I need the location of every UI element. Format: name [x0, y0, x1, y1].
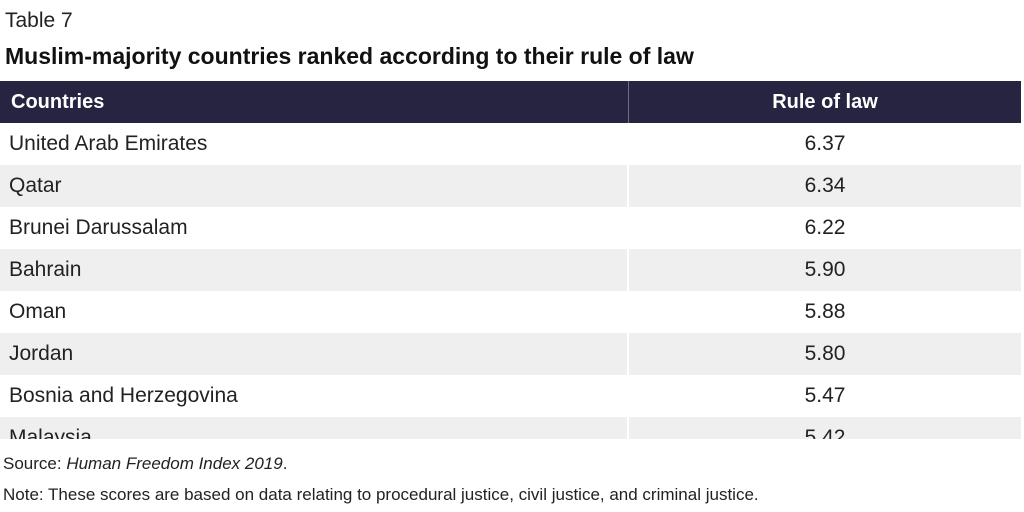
country-cell: Brunei Darussalam: [0, 207, 629, 249]
column-header-countries: Countries: [0, 81, 629, 123]
source-prefix: Source:: [3, 454, 67, 473]
country-cell: Jordan: [0, 333, 629, 375]
country-cell: Malaysia: [0, 417, 629, 439]
table-row: Bahrain 5.90: [0, 249, 1021, 291]
table-title: Muslim-majority countries ranked accordi…: [5, 43, 694, 69]
rule-of-law-cell: 6.22: [804, 216, 846, 239]
rule-of-law-cell: 6.37: [804, 132, 846, 155]
country-cell: Bahrain: [0, 249, 629, 291]
column-header-rule-of-law: Rule of law: [772, 90, 878, 113]
table-row: Malaysia 5.42: [0, 417, 1021, 439]
rule-of-law-cell: 5.42: [804, 426, 846, 439]
country-cell: Qatar: [0, 165, 629, 207]
rule-of-law-cell: 5.90: [804, 258, 846, 281]
rule-of-law-cell: 5.88: [804, 300, 846, 323]
rule-of-law-cell: 5.47: [804, 384, 846, 407]
table-row: Brunei Darussalam 6.22: [0, 207, 1021, 249]
table-row: United Arab Emirates 6.37: [0, 123, 1021, 165]
table-row: Bosnia and Herzegovina 5.47: [0, 375, 1021, 417]
rule-of-law-table: Countries Rule of law United Arab Emirat…: [0, 81, 1021, 439]
country-cell: United Arab Emirates: [0, 123, 629, 165]
table-row: Jordan 5.80: [0, 333, 1021, 375]
source-note: Source: Human Freedom Index 2019.: [3, 453, 287, 475]
table-footnote: Note: These scores are based on data rel…: [3, 485, 759, 504]
table-row: Oman 5.88: [0, 291, 1021, 333]
table-row: Qatar 6.34: [0, 165, 1021, 207]
rule-of-law-cell: 5.80: [804, 342, 846, 365]
table-label: Table 7: [5, 9, 73, 32]
source-suffix: .: [282, 454, 288, 473]
table-header-row: Countries Rule of law: [0, 81, 1021, 123]
rule-of-law-cell: 6.34: [804, 174, 846, 197]
country-cell: Oman: [0, 291, 629, 333]
source-work-title: Human Freedom Index 2019: [66, 454, 283, 473]
country-cell: Bosnia and Herzegovina: [0, 375, 629, 417]
